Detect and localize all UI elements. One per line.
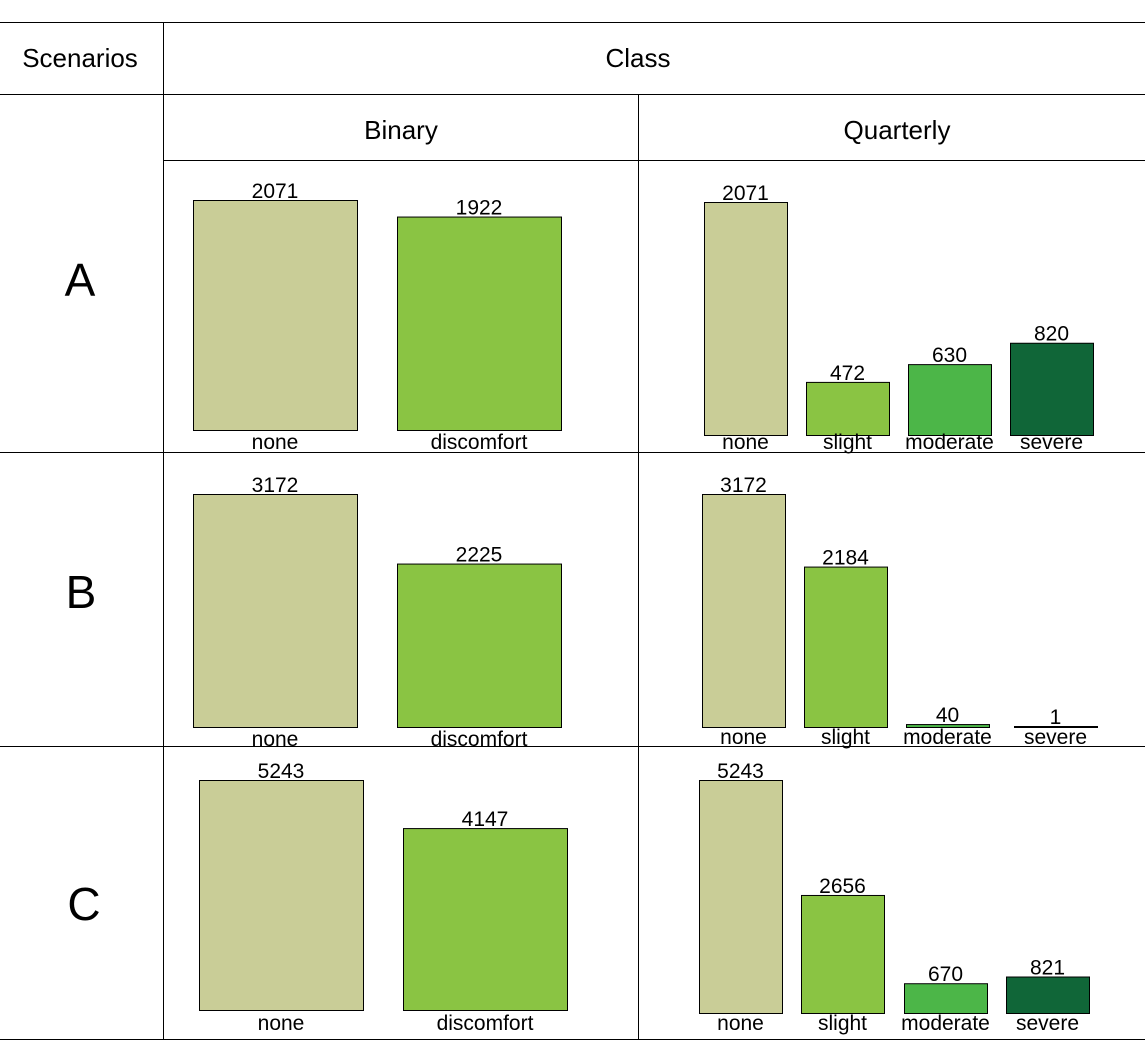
value-label-moderate: 40 [936,704,959,727]
value-label-none: 5243 [717,760,764,783]
header-binary: Binary [364,115,438,145]
bar-moderate [908,364,992,436]
header-scenarios: Scenarios [22,43,138,73]
value-label-slight: 2184 [822,547,869,570]
bar-discomfort [397,563,562,729]
category-label-none: none [252,728,299,751]
category-label-slight: slight [818,1012,867,1035]
header-quarterly: Quarterly [844,115,951,145]
category-label-severe: severe [1016,1012,1079,1035]
bar-slight [801,894,885,1014]
chart-c-quarterly: 5243 none 2656 slight 670 moderate 821 severe [699,760,1090,1035]
value-label-severe: 821 [1030,957,1065,980]
bar-moderate [904,983,988,1014]
bar-none [193,200,358,431]
value-label-discomfort: 1922 [456,197,503,220]
value-label-none: 2071 [722,182,769,205]
category-label-slight: slight [823,431,872,454]
bar-none [702,494,786,728]
scenario-label-c: C [67,878,100,930]
value-label-none: 2071 [252,180,299,203]
value-label-moderate: 670 [928,963,963,986]
value-label-none: 3172 [720,474,767,497]
scenario-label-b: B [66,566,97,618]
table-grid [0,22,1145,1040]
bar-severe [1014,726,1098,728]
value-label-discomfort: 4147 [462,808,509,831]
category-label-severe: severe [1024,726,1087,749]
header-class: Class [605,43,670,73]
category-label-none: none [717,1012,764,1035]
bar-severe [1010,342,1094,437]
value-label-discomfort: 2225 [456,544,503,567]
category-label-none: none [258,1012,305,1035]
scenario-label-a: A [65,254,96,306]
chart-c-binary: 5243 none 4147 discomfort [199,760,568,1035]
value-label-none: 5243 [258,760,305,783]
category-label-discomfort: discomfort [431,431,528,454]
value-label-slight: 472 [830,362,865,385]
bar-none [193,494,358,728]
chart-a-binary: 2071 none 1922 discomfort [193,180,562,454]
category-label-moderate: moderate [903,726,992,749]
chart-b-binary: 3172 none 2225 discomfort [193,474,562,751]
bar-discomfort [403,828,568,1011]
value-label-slight: 2656 [819,875,866,898]
value-label-severe: 1 [1050,706,1062,729]
value-label-moderate: 630 [932,344,967,367]
bar-discomfort [397,216,562,431]
category-label-none: none [720,726,767,749]
bar-severe [1006,976,1090,1014]
category-label-slight: slight [821,726,870,749]
bar-slight [806,381,890,437]
category-label-discomfort: discomfort [431,728,528,751]
category-label-severe: severe [1020,431,1083,454]
category-label-none: none [252,431,299,454]
category-label-moderate: moderate [905,431,994,454]
category-label-moderate: moderate [901,1012,990,1035]
chart-a-quarterly: 2071 none 472 slight 630 moderate 820 severe [704,182,1094,454]
bar-none [199,780,364,1011]
bar-none [699,780,783,1014]
bar-none [704,202,788,436]
category-label-none: none [722,431,769,454]
bar-moderate [906,724,990,728]
bar-slight [804,566,888,729]
category-label-discomfort: discomfort [437,1012,534,1035]
value-label-none: 3172 [252,474,299,497]
value-label-severe: 820 [1034,323,1069,346]
